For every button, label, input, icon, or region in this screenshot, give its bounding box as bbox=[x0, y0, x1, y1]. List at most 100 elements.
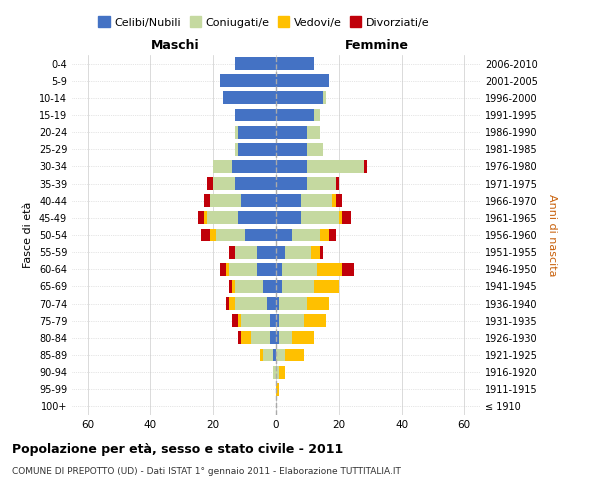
Bar bbox=[220, 74, 276, 87]
Bar bbox=[314, 108, 320, 122]
Bar bbox=[232, 160, 276, 173]
Bar bbox=[235, 126, 238, 138]
Bar bbox=[276, 160, 307, 173]
Bar bbox=[279, 314, 304, 327]
Text: Maschi: Maschi bbox=[151, 38, 200, 52]
Bar bbox=[314, 280, 339, 293]
Bar bbox=[229, 280, 232, 293]
Bar bbox=[282, 280, 314, 293]
Bar bbox=[292, 228, 320, 241]
Bar bbox=[342, 212, 352, 224]
Bar bbox=[213, 160, 232, 173]
Bar bbox=[320, 228, 329, 241]
Bar bbox=[301, 194, 332, 207]
Bar bbox=[235, 108, 276, 122]
Bar bbox=[238, 143, 276, 156]
Bar bbox=[200, 228, 210, 241]
Bar bbox=[235, 246, 257, 258]
Bar bbox=[270, 332, 276, 344]
Bar bbox=[251, 332, 270, 344]
Bar bbox=[301, 212, 339, 224]
Bar bbox=[279, 297, 307, 310]
Bar bbox=[207, 177, 213, 190]
Bar bbox=[235, 177, 276, 190]
Bar bbox=[273, 348, 276, 362]
Text: Femmine: Femmine bbox=[344, 38, 409, 52]
Bar bbox=[263, 280, 276, 293]
Bar bbox=[364, 160, 367, 173]
Bar bbox=[276, 177, 307, 190]
Bar bbox=[276, 108, 314, 122]
Bar bbox=[223, 92, 276, 104]
Bar bbox=[238, 314, 241, 327]
Bar bbox=[282, 263, 317, 276]
Bar bbox=[235, 57, 276, 70]
Bar bbox=[276, 194, 301, 207]
Y-axis label: Fasce di età: Fasce di età bbox=[23, 202, 33, 268]
Bar bbox=[307, 297, 329, 310]
Bar bbox=[226, 297, 229, 310]
Bar bbox=[342, 263, 355, 276]
Bar bbox=[276, 228, 292, 241]
Bar bbox=[220, 263, 226, 276]
Bar bbox=[273, 366, 276, 378]
Bar bbox=[238, 126, 276, 138]
Bar bbox=[307, 177, 335, 190]
Bar bbox=[307, 160, 364, 173]
Bar bbox=[307, 126, 320, 138]
Bar bbox=[339, 212, 342, 224]
Bar bbox=[276, 143, 307, 156]
Bar bbox=[332, 194, 335, 207]
Bar bbox=[276, 332, 279, 344]
Bar bbox=[276, 263, 282, 276]
Bar bbox=[304, 314, 326, 327]
Bar bbox=[317, 263, 342, 276]
Bar bbox=[276, 246, 286, 258]
Bar bbox=[307, 143, 323, 156]
Bar bbox=[320, 246, 323, 258]
Bar bbox=[286, 348, 304, 362]
Y-axis label: Anni di nascita: Anni di nascita bbox=[547, 194, 557, 276]
Bar bbox=[329, 228, 335, 241]
Bar bbox=[241, 332, 251, 344]
Bar bbox=[276, 348, 286, 362]
Bar bbox=[204, 212, 207, 224]
Bar bbox=[276, 126, 307, 138]
Bar bbox=[335, 194, 342, 207]
Bar bbox=[229, 263, 257, 276]
Bar bbox=[210, 228, 217, 241]
Bar bbox=[292, 332, 314, 344]
Bar bbox=[311, 246, 320, 258]
Bar bbox=[238, 212, 276, 224]
Bar bbox=[210, 194, 241, 207]
Bar bbox=[335, 177, 339, 190]
Bar bbox=[204, 194, 210, 207]
Bar bbox=[257, 246, 276, 258]
Bar bbox=[241, 314, 270, 327]
Text: Popolazione per età, sesso e stato civile - 2011: Popolazione per età, sesso e stato civil… bbox=[12, 442, 343, 456]
Bar bbox=[276, 297, 279, 310]
Bar bbox=[276, 383, 279, 396]
Bar bbox=[260, 348, 263, 362]
Bar bbox=[286, 246, 311, 258]
Text: COMUNE DI PREPOTTO (UD) - Dati ISTAT 1° gennaio 2011 - Elaborazione TUTTITALIA.I: COMUNE DI PREPOTTO (UD) - Dati ISTAT 1° … bbox=[12, 468, 401, 476]
Bar bbox=[197, 212, 204, 224]
Bar bbox=[263, 348, 273, 362]
Bar bbox=[229, 246, 235, 258]
Bar bbox=[276, 280, 282, 293]
Bar bbox=[276, 366, 279, 378]
Bar bbox=[232, 280, 235, 293]
Bar bbox=[266, 297, 276, 310]
Bar bbox=[279, 332, 292, 344]
Bar bbox=[213, 177, 235, 190]
Bar bbox=[235, 143, 238, 156]
Bar bbox=[323, 92, 326, 104]
Bar bbox=[245, 228, 276, 241]
Bar bbox=[276, 212, 301, 224]
Legend: Celibi/Nubili, Coniugati/e, Vedovi/e, Divorziati/e: Celibi/Nubili, Coniugati/e, Vedovi/e, Di… bbox=[94, 13, 434, 32]
Bar bbox=[270, 314, 276, 327]
Bar bbox=[207, 212, 238, 224]
Bar bbox=[276, 314, 279, 327]
Bar bbox=[232, 314, 238, 327]
Bar bbox=[276, 74, 329, 87]
